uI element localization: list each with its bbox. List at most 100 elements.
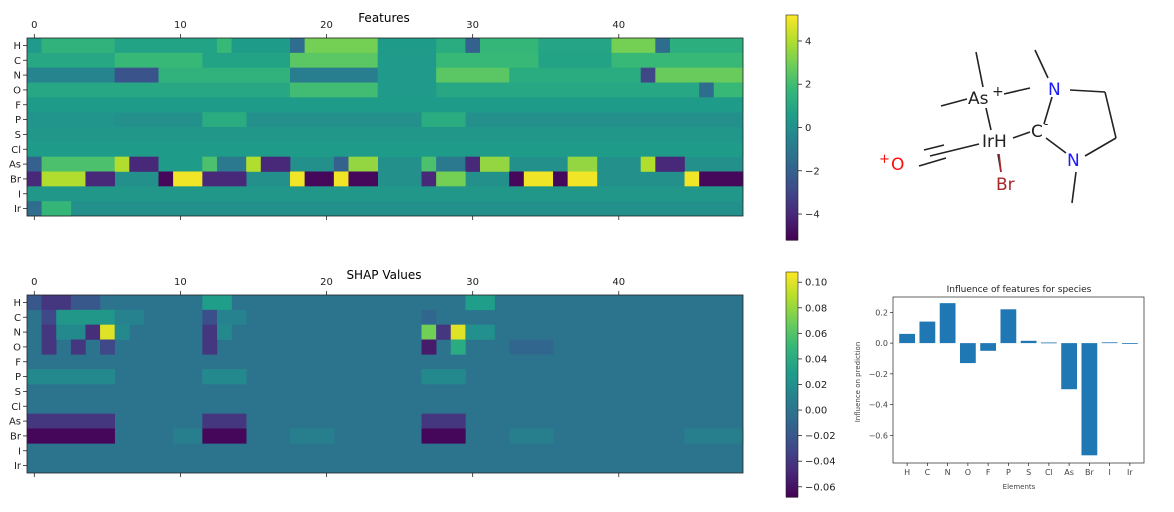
heatmap-cell: [158, 156, 203, 172]
colorbar-step: [786, 437, 798, 441]
bar-x-tick-label: Cl: [1045, 468, 1053, 477]
row-label: Ir: [14, 461, 22, 472]
colorbar-step: [786, 80, 798, 84]
colorbar-step: [786, 205, 798, 209]
colorbar-step: [786, 454, 798, 458]
colorbar-step: [786, 75, 798, 79]
heatmap-cell: [114, 309, 145, 325]
x-tick-label: 10: [174, 277, 187, 288]
colorbar-step: [786, 197, 798, 201]
heatmap-cell: [465, 156, 481, 172]
colorbar-step: [786, 190, 798, 194]
colorbar-step: [786, 130, 798, 134]
colorbar-step: [786, 150, 798, 154]
colorbar-step: [786, 187, 798, 191]
colorbar-step: [786, 122, 798, 126]
bar-y-ticks: 0.2 0.0 −0.2 −0.4 −0.6: [869, 308, 893, 440]
row-label: I: [18, 446, 21, 457]
row-label: S: [15, 130, 21, 141]
colorbar-tick-label: 0.04: [805, 354, 827, 365]
x-tick-label: 30: [466, 277, 479, 288]
colorbar-step: [786, 332, 798, 336]
shap-title: SHAP Values: [346, 268, 421, 282]
colorbar-step: [786, 30, 798, 34]
heatmap-cell: [27, 186, 744, 202]
features-frame: [26, 37, 744, 217]
bar-Ir: [1121, 343, 1138, 344]
colorbar-step: [786, 92, 798, 96]
atom-n-bottom: N: [1067, 151, 1080, 171]
colorbar-step: [786, 439, 798, 443]
features-cells: [27, 38, 744, 217]
colorbar-step: [786, 469, 798, 473]
heatmap-cell: [27, 171, 42, 187]
row-label: N: [14, 71, 21, 82]
heatmap-cell: [611, 38, 656, 54]
colorbar-step: [786, 140, 798, 144]
bar-x-tick-label: P: [1006, 468, 1011, 477]
colorbar-step: [786, 210, 798, 214]
heatmap-cell: [421, 171, 437, 187]
heatmap-cell: [41, 38, 115, 54]
colorbar-step: [786, 294, 798, 298]
colorbar-tick-label: 0.00: [805, 406, 827, 417]
colorbar-step: [786, 477, 798, 481]
colorbar-tick-label: 0.06: [805, 329, 827, 340]
colorbar-step: [786, 374, 798, 378]
heatmap-cell: [421, 413, 466, 429]
colorbar-step: [786, 277, 798, 281]
colorbar-tick-label: 0.08: [805, 303, 827, 314]
x-tick-label: 20: [320, 20, 333, 31]
colorbar-step: [786, 185, 798, 189]
bar-N: [939, 303, 956, 344]
heatmap-cell: [27, 52, 115, 68]
heatmap-cell: [27, 369, 115, 385]
heatmap-cell: [56, 324, 86, 340]
shap-colorbar: 0.10 0.08 0.06 0.04 0.02 0.00 −0.02 −0.04 −0.06: [785, 271, 836, 498]
colorbar-step: [786, 97, 798, 101]
heatmap-cell: [41, 324, 57, 340]
heatmap-cell: [290, 38, 305, 54]
row-label: P: [15, 115, 21, 126]
colorbar-step: [786, 192, 798, 196]
heatmap-cell: [85, 324, 101, 340]
colorbar-step: [786, 62, 798, 66]
row-label: P: [15, 372, 21, 383]
influence-bar-chart: Influence of features for species 0.2 0.0…: [854, 285, 1145, 491]
bar-x-tick-label: I: [1108, 468, 1110, 477]
atom-br: Br: [996, 175, 1015, 195]
heatmap-cell: [202, 324, 218, 340]
colorbar-step: [786, 297, 798, 301]
colorbar-step: [786, 60, 798, 64]
heatmap-cell: [465, 38, 481, 54]
bar-bars: [899, 303, 1138, 456]
heatmap-cell: [202, 309, 218, 325]
colorbar-step: [786, 42, 798, 46]
colorbar-step: [786, 449, 798, 453]
heatmap-cell: [699, 82, 715, 98]
colorbar-step: [786, 474, 798, 478]
heatmap-cell: [231, 38, 291, 54]
row-label: H: [13, 41, 21, 52]
bar-chart-title: Influence of features for species: [947, 285, 1092, 295]
colorbar-step: [786, 337, 798, 341]
bond-br: [998, 153, 1002, 173]
heatmap-cell: [421, 112, 466, 128]
colorbar-step: [786, 284, 798, 288]
heatmap-cell: [27, 97, 744, 113]
colorbar-step: [786, 399, 798, 403]
colorbar-step: [786, 322, 798, 326]
heatmap-cell: [173, 171, 203, 187]
colorbar-step: [786, 404, 798, 408]
bar-H: [899, 333, 916, 344]
colorbar-tick-label: 0.02: [805, 380, 827, 391]
row-label: H: [13, 298, 21, 309]
heatmap-cell: [640, 156, 656, 172]
colorbar-step: [786, 145, 798, 149]
colorbar-step: [786, 200, 798, 204]
colorbar-step: [786, 407, 798, 411]
heatmap-cell: [421, 339, 437, 355]
bar-F: [980, 343, 997, 351]
heatmap-cell: [158, 67, 291, 83]
